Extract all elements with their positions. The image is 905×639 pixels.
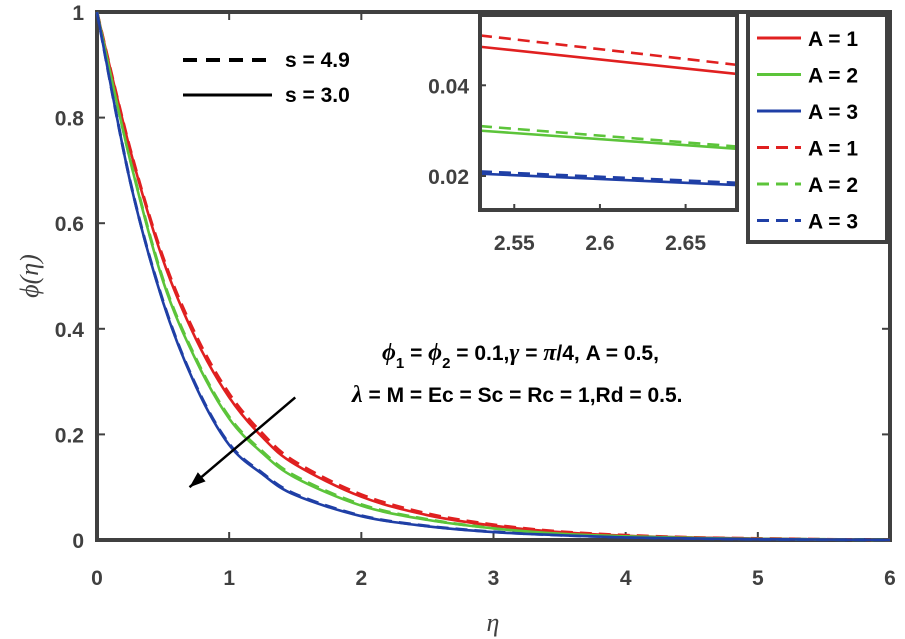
arrow-head (189, 472, 206, 488)
style-legend: s = 4.9 s = 3.0 (183, 49, 350, 107)
x-tick-label: 5 (752, 567, 764, 590)
parameter-annotation-line-2: λ = M = Ec = Sc = Rc = 1,Rd = 0.5. (351, 382, 683, 408)
y-tick-label: 0.4 (55, 319, 85, 342)
inset-frame (478, 13, 739, 212)
y-tick-label: 0.6 (55, 213, 84, 236)
inset-y-tick-label: 0.04 (428, 75, 469, 98)
legend-label: A = 3 (808, 211, 858, 234)
inset-series-line (479, 172, 738, 187)
x-tick-label: 0 (91, 567, 103, 590)
y-tick-labels: 0 0.2 0.4 0.6 0.8 1 (55, 2, 85, 553)
x-tick-label: 6 (884, 567, 896, 590)
legend-box (746, 13, 889, 244)
y-tick-label: 1 (72, 2, 84, 25)
y-tick-label: 0.8 (55, 108, 85, 131)
inset-series-line (479, 124, 738, 148)
x-tick-labels: 0 1 2 3 4 5 6 (91, 567, 896, 590)
series-line (95, 11, 891, 542)
x-axis-label: η (487, 608, 500, 637)
legend-label: A = 3 (808, 101, 858, 124)
x-tick-label: 2 (355, 567, 367, 590)
x-tick-label: 4 (620, 567, 632, 590)
trend-arrow (188, 396, 297, 489)
legend-label: A = 1 (808, 138, 858, 161)
style-legend-label: s = 4.9 (285, 49, 350, 72)
arrow-shaft (188, 396, 297, 489)
inset-series-line (479, 45, 738, 76)
inset-series-line (479, 34, 738, 67)
style-legend-label: s = 3.0 (285, 84, 350, 107)
parameter-annotation-line-1: ϕ1 = ϕ2 = 0.1,γ = π/4, A = 0.5, (382, 340, 659, 372)
legend-label: A = 1 (808, 28, 858, 51)
inset-series-layer (479, 34, 738, 187)
legend-label: A = 2 (808, 174, 858, 197)
inset-series-line (479, 170, 738, 185)
inset-x-tick-label: 2.55 (494, 232, 535, 255)
inset-ticks (480, 84, 687, 210)
y-axis-label: ϕ(η) (15, 254, 44, 298)
x-tick-label: 1 (223, 567, 235, 590)
inset-x-tick-label: 2.65 (665, 232, 706, 255)
legend-entries: A = 1 A = 2 A = 3 A = 1 A = 2 A = 3 (757, 28, 858, 234)
inset-tick-labels: 2.55 2.6 2.65 0.02 0.04 (428, 75, 706, 255)
legend-label: A = 2 (808, 65, 858, 88)
inset-background (480, 15, 737, 210)
x-tick-label: 3 (488, 567, 500, 590)
series-layer (95, 11, 891, 542)
inset-x-tick-label: 2.6 (585, 232, 614, 255)
y-tick-label: 0 (72, 530, 84, 553)
inset-series-line (479, 129, 738, 151)
y-tick-label: 0.2 (55, 424, 84, 447)
inset-y-tick-label: 0.02 (428, 166, 469, 189)
